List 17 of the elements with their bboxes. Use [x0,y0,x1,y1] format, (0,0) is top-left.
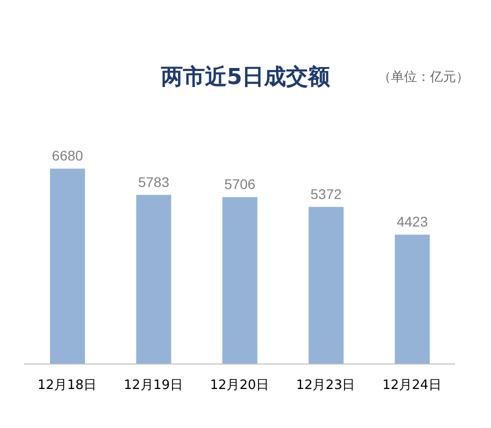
bar [394,234,430,364]
x-tick-label: 12月19日 [124,378,183,394]
data-label: 5783 [138,174,170,190]
data-label: 5372 [310,186,342,202]
bar [308,206,344,364]
text: （单位：亿元） [378,69,469,86]
data-label: 5706 [224,176,256,192]
bar [50,168,85,364]
chart-title: 两市近5日成交额 [160,65,330,90]
data-label: 4423 [396,214,428,230]
x-tick-label: 12月24日 [382,378,442,394]
x-tick-label: 12月20日 [210,378,270,394]
data-label: 6680 [52,148,84,164]
bar [222,197,258,364]
x-tick-label: 12月23日 [296,378,356,394]
bar [136,194,172,364]
x-tick-label: 12月18日 [38,378,97,394]
